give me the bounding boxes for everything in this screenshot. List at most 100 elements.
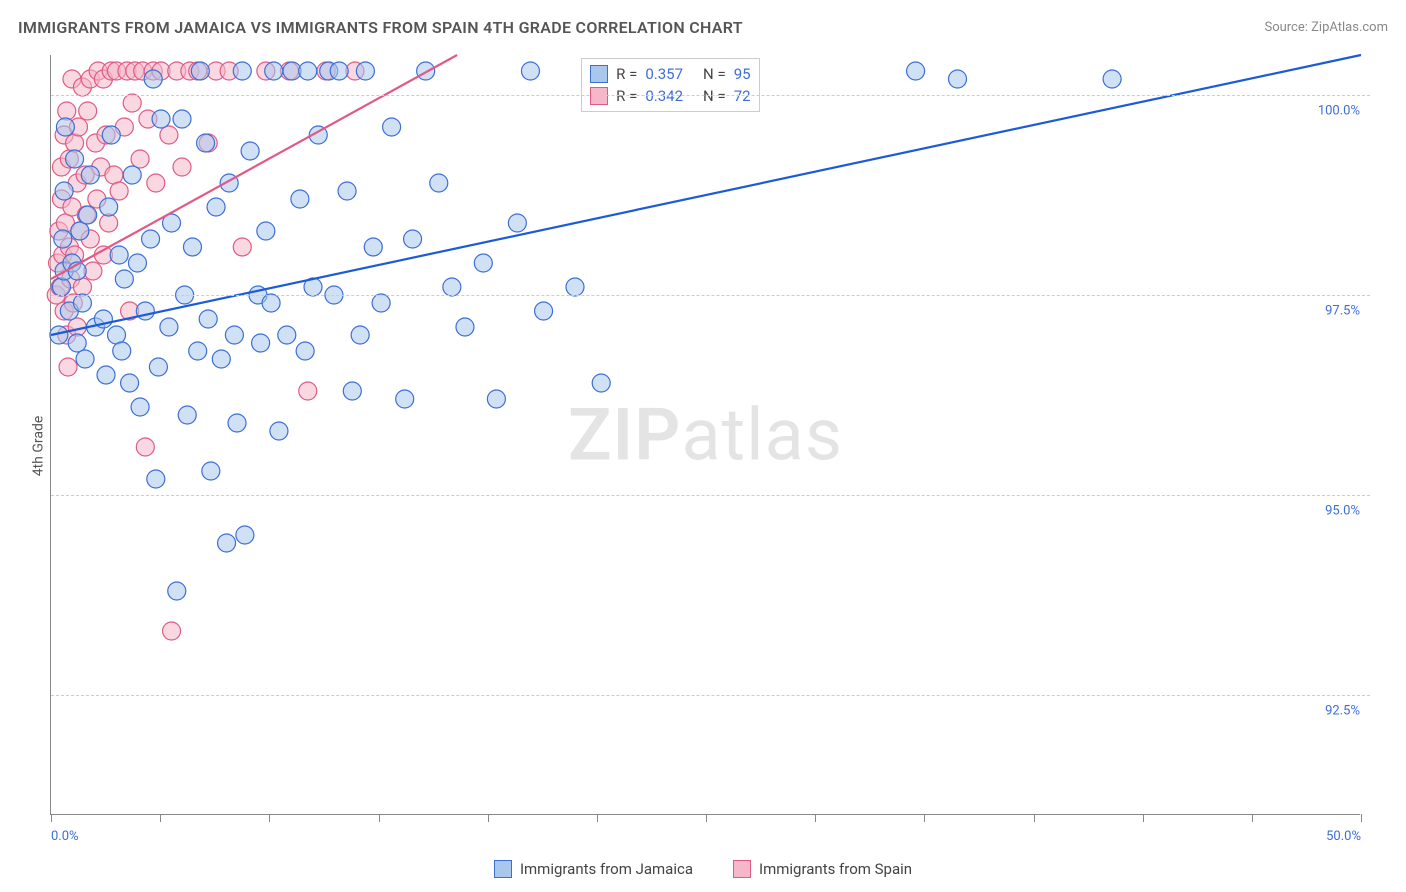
plot-area: ZIPatlas R =0.357N =95R =0.342N =72 92.5… bbox=[50, 55, 1360, 815]
data-point bbox=[383, 118, 401, 136]
data-point bbox=[128, 254, 146, 272]
data-point bbox=[66, 134, 84, 152]
stat-N-value: 72 bbox=[734, 87, 751, 105]
data-point bbox=[351, 326, 369, 344]
data-point bbox=[189, 342, 207, 360]
data-point bbox=[79, 206, 97, 224]
stats-legend: R =0.357N =95R =0.342N =72 bbox=[581, 58, 759, 112]
data-point bbox=[404, 230, 422, 248]
data-point bbox=[487, 390, 505, 408]
bottom-legend: Immigrants from Jamaica Immigrants from S… bbox=[0, 860, 1406, 878]
data-point bbox=[73, 278, 91, 296]
legend-swatch bbox=[494, 860, 512, 878]
x-tick bbox=[924, 814, 925, 822]
stat-R-label: R = bbox=[616, 87, 637, 105]
source-prefix: Source: bbox=[1264, 20, 1311, 35]
chart-title: IMMIGRANTS FROM JAMAICA VS IMMIGRANTS FR… bbox=[18, 18, 743, 37]
data-point bbox=[218, 534, 236, 552]
data-point bbox=[202, 462, 220, 480]
data-point bbox=[56, 118, 74, 136]
legend-label: Immigrants from Spain bbox=[759, 860, 912, 878]
data-point bbox=[343, 382, 361, 400]
data-point bbox=[299, 62, 317, 80]
data-point bbox=[228, 414, 246, 432]
data-point bbox=[102, 126, 120, 144]
data-point bbox=[474, 254, 492, 272]
data-point bbox=[241, 142, 259, 160]
y-axis-label: 4th Grade bbox=[30, 416, 46, 477]
data-point bbox=[225, 326, 243, 344]
data-point bbox=[566, 278, 584, 296]
data-point bbox=[396, 390, 414, 408]
data-point bbox=[68, 334, 86, 352]
data-point bbox=[1103, 70, 1121, 88]
stat-N-value: 95 bbox=[734, 65, 751, 83]
data-point bbox=[160, 318, 178, 336]
data-point bbox=[207, 198, 225, 216]
data-point bbox=[123, 94, 141, 112]
data-point bbox=[147, 470, 165, 488]
data-point bbox=[131, 150, 149, 168]
data-point bbox=[372, 294, 390, 312]
data-point bbox=[252, 334, 270, 352]
data-point bbox=[152, 110, 170, 128]
x-tick bbox=[488, 814, 489, 822]
data-point bbox=[456, 318, 474, 336]
data-point bbox=[178, 406, 196, 424]
data-point bbox=[197, 134, 215, 152]
data-point bbox=[173, 110, 191, 128]
legend-item: Immigrants from Spain bbox=[733, 860, 912, 878]
data-point bbox=[236, 526, 254, 544]
data-point bbox=[110, 246, 128, 264]
gridline bbox=[51, 695, 1370, 696]
data-point bbox=[535, 302, 553, 320]
data-point bbox=[105, 166, 123, 184]
data-point bbox=[233, 62, 251, 80]
data-point bbox=[212, 350, 230, 368]
data-point bbox=[76, 350, 94, 368]
y-tick-label: 100.0% bbox=[1316, 104, 1362, 119]
data-point bbox=[131, 398, 149, 416]
y-tick-label: 92.5% bbox=[1323, 704, 1362, 719]
data-point bbox=[144, 70, 162, 88]
data-point bbox=[52, 278, 70, 296]
data-point bbox=[907, 62, 925, 80]
data-point bbox=[110, 182, 128, 200]
stat-R-value: 0.357 bbox=[645, 65, 683, 83]
data-point bbox=[71, 222, 89, 240]
data-point bbox=[183, 238, 201, 256]
source-attribution: Source: ZipAtlas.com bbox=[1264, 20, 1388, 35]
y-tick-label: 95.0% bbox=[1323, 504, 1362, 519]
data-point bbox=[270, 422, 288, 440]
data-point bbox=[508, 214, 526, 232]
data-point bbox=[173, 158, 191, 176]
data-point bbox=[330, 62, 348, 80]
data-point bbox=[136, 438, 154, 456]
legend-swatch bbox=[590, 65, 608, 83]
x-tick bbox=[1034, 814, 1035, 822]
x-tick-label: 50.0% bbox=[1326, 829, 1361, 844]
data-point bbox=[58, 102, 76, 120]
title-bar: IMMIGRANTS FROM JAMAICA VS IMMIGRANTS FR… bbox=[18, 18, 1388, 37]
data-point bbox=[199, 310, 217, 328]
legend-swatch bbox=[733, 860, 751, 878]
y-tick-label: 97.5% bbox=[1323, 304, 1362, 319]
data-point bbox=[191, 62, 209, 80]
data-point bbox=[163, 622, 181, 640]
x-tick bbox=[597, 814, 598, 822]
source-link[interactable]: ZipAtlas.com bbox=[1311, 20, 1388, 35]
x-tick bbox=[815, 814, 816, 822]
x-tick bbox=[1252, 814, 1253, 822]
data-point bbox=[338, 182, 356, 200]
stats-legend-row: R =0.342N =72 bbox=[590, 85, 750, 107]
legend-item: Immigrants from Jamaica bbox=[494, 860, 693, 878]
data-point bbox=[100, 198, 118, 216]
data-point bbox=[443, 278, 461, 296]
x-tick bbox=[706, 814, 707, 822]
data-point bbox=[592, 374, 610, 392]
stat-R-value: 0.342 bbox=[645, 87, 683, 105]
data-point bbox=[108, 326, 126, 344]
gridline bbox=[51, 95, 1370, 96]
x-tick-label: 0.0% bbox=[51, 829, 79, 844]
x-tick bbox=[269, 814, 270, 822]
